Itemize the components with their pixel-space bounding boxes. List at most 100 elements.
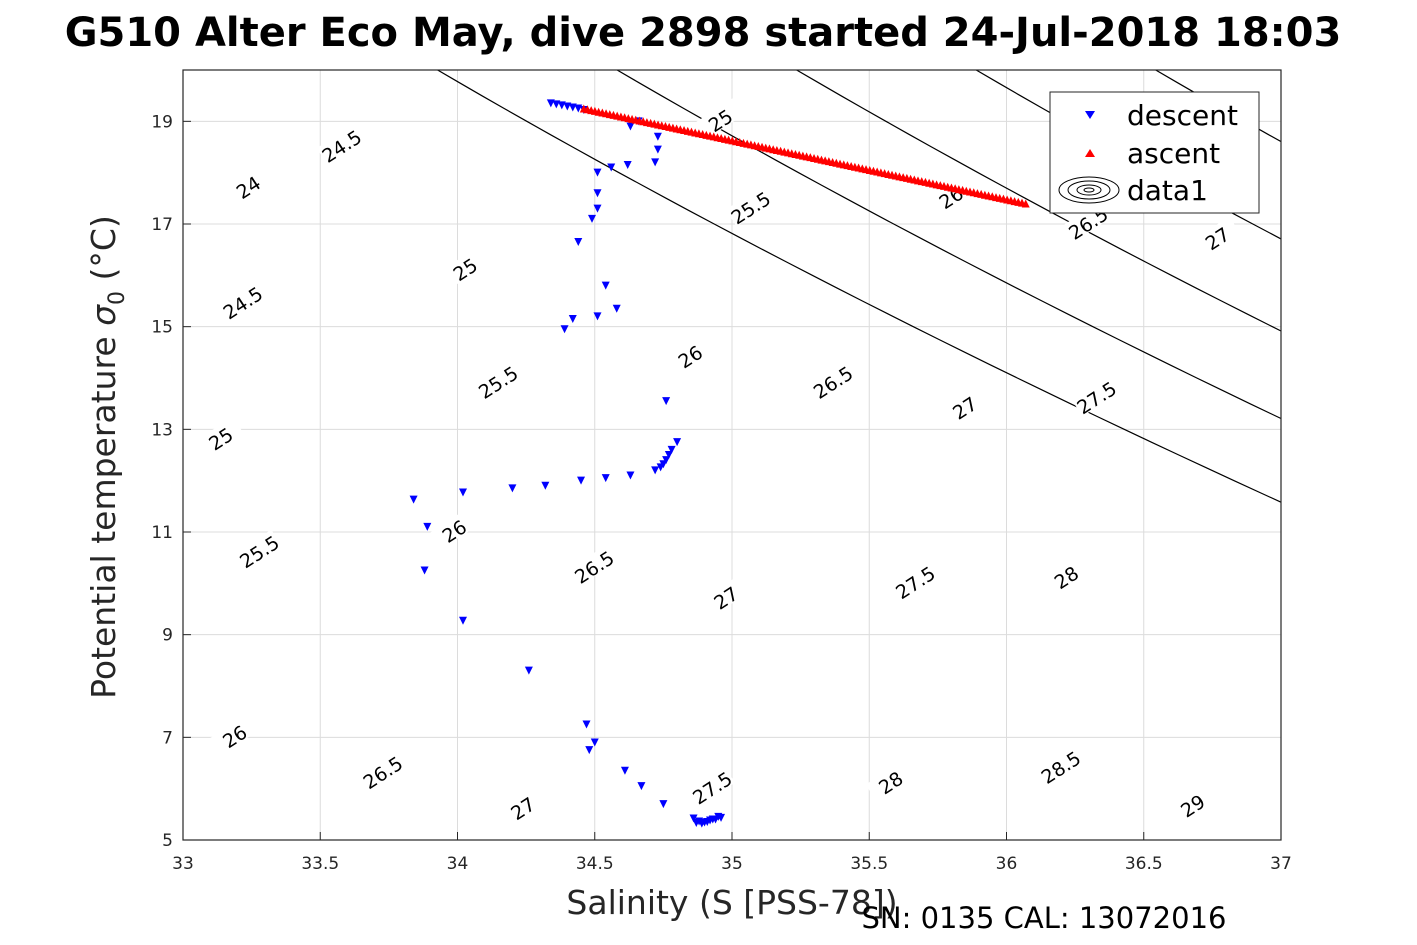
descent-point	[420, 566, 429, 575]
contour-label: 25	[440, 247, 488, 289]
contour-label: 27.5	[890, 560, 940, 604]
contour-label-bg	[695, 98, 744, 140]
legend-marker-descent	[1085, 111, 1095, 119]
contour-label-bg	[223, 165, 272, 206]
isopycnal-24.5	[615, 70, 1281, 420]
contour-label: 27.5	[687, 765, 737, 809]
contour-label: 26	[429, 509, 478, 550]
descent-point	[458, 488, 467, 497]
legend: descent ascent data1	[1049, 91, 1260, 214]
descent-point	[703, 818, 712, 827]
contour-label-bg	[865, 760, 914, 802]
contour-label: 28.5	[1035, 745, 1085, 789]
contour-label: 27.5	[1071, 375, 1121, 419]
legend-label-ascent: ascent	[1127, 137, 1220, 170]
descent-point	[607, 163, 616, 172]
descent-point	[623, 160, 632, 169]
descent-point	[714, 812, 723, 821]
descent-point	[689, 814, 698, 823]
contour-label-bg	[939, 385, 988, 427]
x-tick-label: 34.5	[576, 854, 614, 874]
contour-label: 24	[223, 165, 272, 206]
contour-label: 25.5	[234, 529, 284, 573]
contour-label: 28	[1041, 555, 1090, 597]
contour-label-bg	[1071, 375, 1120, 417]
y-tick-label: 17	[151, 215, 173, 235]
contour-label-bg	[497, 786, 546, 828]
contour-label-bg	[217, 280, 266, 322]
contour-label-bg	[357, 750, 406, 792]
y-axis-label-unit: (°C)	[84, 215, 123, 291]
descent-point	[582, 720, 591, 729]
descent-point	[692, 819, 701, 828]
x-tick-label: 33.5	[301, 854, 339, 874]
contour-label-bg	[808, 360, 856, 401]
y-tick-label: 9	[162, 626, 173, 646]
contour-label-bg	[429, 509, 478, 550]
contour-label-bg	[1167, 783, 1216, 825]
descent-point	[568, 314, 577, 323]
descent-point	[653, 132, 662, 141]
legend-box	[1049, 91, 1260, 214]
isopycnal-25	[795, 70, 1281, 332]
legend-label-descent: descent	[1127, 99, 1238, 132]
contour-label: 27	[700, 575, 749, 617]
contour-label: 25.5	[473, 360, 522, 404]
contour-label: 27	[939, 385, 988, 427]
contour-label-bg	[687, 765, 736, 807]
descent-point	[585, 746, 594, 755]
contour-label-bg	[440, 247, 488, 289]
y-tick-label: 5	[162, 831, 173, 851]
descent-point	[593, 312, 602, 321]
descent-point	[574, 237, 583, 246]
data-points	[409, 99, 1030, 828]
contour-label: 25	[195, 416, 244, 458]
isopycnal-24	[436, 70, 1281, 503]
y-tick-label: 13	[151, 420, 173, 440]
descent-point	[593, 168, 602, 177]
contour-label-bg	[209, 714, 258, 756]
contour-label: 24.5	[217, 280, 267, 324]
descent-point	[590, 738, 599, 747]
contour-label: 26	[209, 714, 258, 756]
y-axis-label-subscript: 0	[105, 291, 130, 305]
contour-label: 26.5	[808, 360, 857, 404]
x-tick-label: 37	[1270, 854, 1292, 874]
contour-label: 24.5	[316, 124, 366, 168]
descent-point	[560, 325, 569, 334]
y-axis-label-symbol: σ	[84, 304, 123, 326]
contour-label-bg	[1035, 745, 1084, 786]
x-tick-label: 35.5	[850, 854, 888, 874]
y-tick-label: 7	[162, 728, 173, 748]
descent-point	[423, 522, 432, 531]
descent-point	[667, 445, 676, 454]
density-contours	[436, 44, 1417, 865]
descent-point	[651, 466, 660, 475]
descent-point	[508, 484, 517, 493]
y-tick-label: 15	[151, 318, 173, 338]
legend-marker-ascent	[1085, 149, 1095, 157]
descent-point	[653, 145, 662, 154]
descent-point	[458, 616, 467, 625]
contour-label-bg	[1041, 555, 1090, 597]
isopycnal-26.5	[1292, 44, 1417, 865]
serial-calibration-footer: SN: 0135 CAL: 13072016	[862, 901, 1227, 935]
ascent-point	[1021, 199, 1030, 208]
descent-point	[541, 481, 550, 490]
contour-label-bg	[473, 360, 521, 401]
contour-label: 26.5	[357, 750, 407, 794]
contour-label-bg	[1192, 216, 1241, 258]
contour-label-bg	[700, 575, 749, 617]
contour-label: 27	[1192, 216, 1241, 258]
descent-point	[626, 122, 635, 131]
descent-point	[626, 471, 635, 480]
y-axis-label: Potential temperature σ0 (°C)	[84, 215, 130, 699]
contour-label-bg	[234, 529, 283, 571]
descent-point	[593, 189, 602, 198]
x-tick-label: 36.5	[1125, 854, 1163, 874]
descent-point	[588, 214, 597, 223]
x-tick-label: 33	[172, 854, 194, 874]
descent-point	[708, 815, 717, 824]
contour-label: 26	[665, 334, 714, 376]
